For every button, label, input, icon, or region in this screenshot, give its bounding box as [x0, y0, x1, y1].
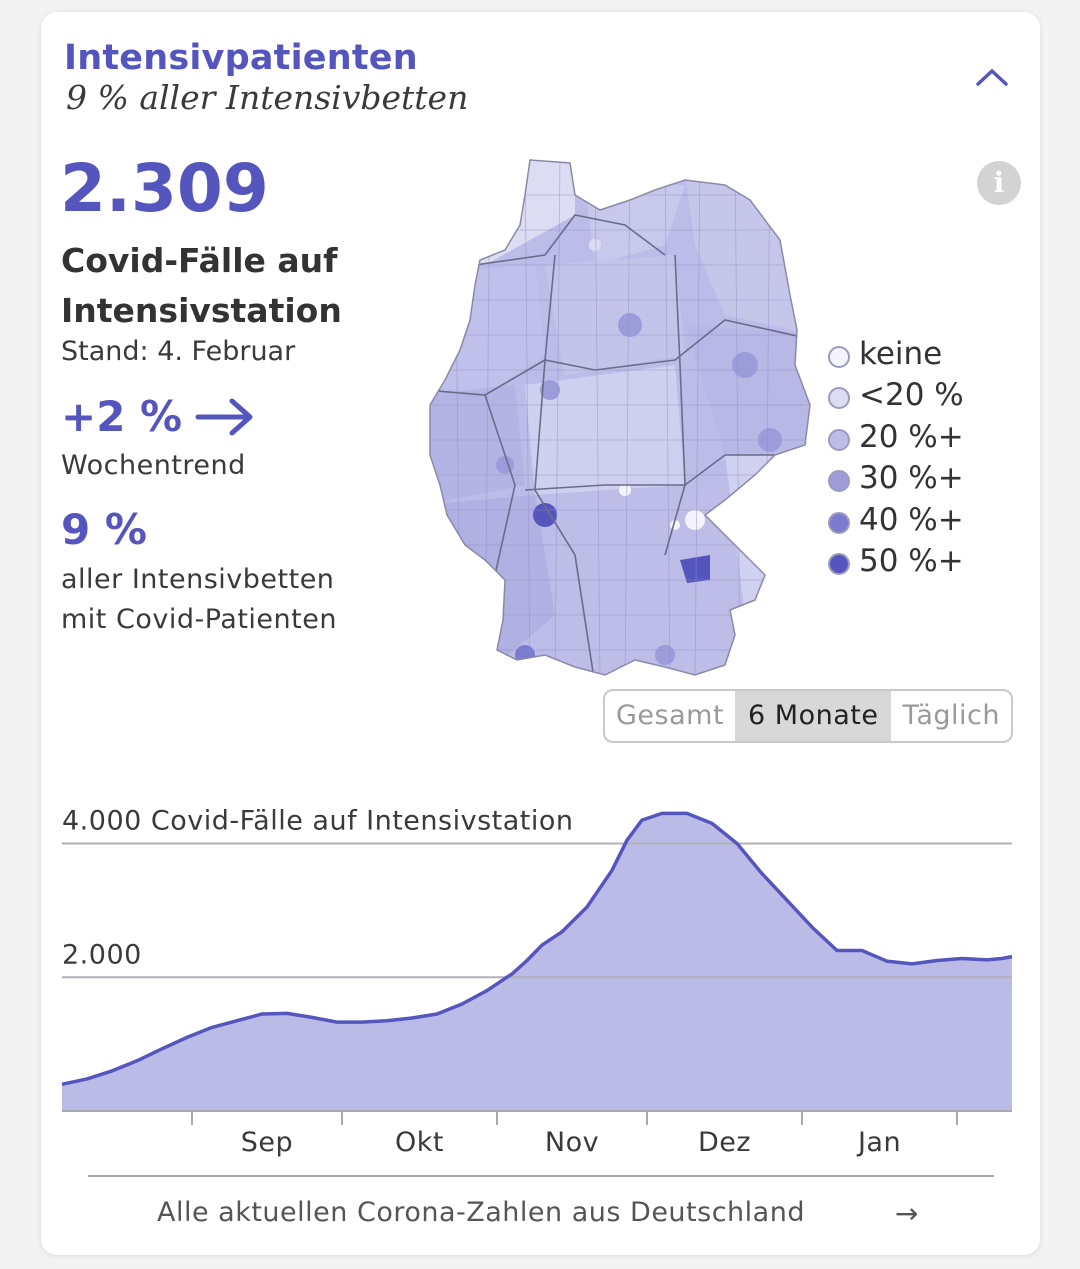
legend-item: 40 %+ — [828, 499, 964, 541]
legend-label: 50 %+ — [859, 543, 964, 580]
legend-label: <20 % — [859, 377, 964, 414]
legend-swatch — [828, 345, 850, 368]
legend-swatch — [828, 553, 850, 576]
card-subtitle: 9 % aller Intensivbetten — [66, 78, 469, 117]
collapse-chevron-icon[interactable] — [972, 62, 1012, 92]
trend-label: Wochentrend — [61, 450, 246, 481]
bed-share-value: 9 % — [61, 505, 147, 554]
legend-label: 20 %+ — [859, 418, 964, 455]
bed-share-label-line2: mit Covid-Patienten — [61, 604, 337, 635]
legend-swatch — [828, 511, 850, 534]
range-tabs: Gesamt 6 Monate Täglich — [603, 689, 1013, 743]
info-icon[interactable]: i — [977, 161, 1021, 205]
arrow-right-icon[interactable]: → — [895, 1197, 919, 1230]
footer-divider — [88, 1175, 994, 1177]
legend-item: 30 %+ — [828, 458, 964, 500]
icu-count: 2.309 — [60, 150, 269, 227]
germany-district-map[interactable] — [425, 155, 815, 685]
tab-6-monate[interactable]: 6 Monate — [737, 691, 892, 741]
bed-share-label-line1: aller Intensivbetten — [61, 564, 335, 595]
legend-label: keine — [859, 335, 943, 372]
card-title: Intensivpatienten — [64, 38, 418, 78]
date-label: Stand: 4. Februar — [61, 336, 296, 367]
trend-value: +2 % — [61, 392, 183, 441]
legend-swatch — [828, 428, 850, 451]
tab-täglich[interactable]: Täglich — [902, 700, 1000, 731]
map-legend: keine <20 % 20 %+ 30 %+ 40 %+ 50 %+ — [828, 333, 964, 582]
legend-swatch — [828, 470, 850, 493]
weekly-trend: +2 % — [61, 392, 256, 441]
tab-gesamt[interactable]: Gesamt — [605, 691, 738, 741]
legend-item: 50 %+ — [828, 541, 964, 583]
bed-share-label: aller Intensivbetten mit Covid-Patienten — [61, 560, 337, 640]
legend-label: 40 %+ — [859, 501, 964, 538]
legend-item: 20 %+ — [828, 416, 964, 458]
legend-label: 30 %+ — [859, 460, 964, 497]
legend-item: keine — [828, 333, 964, 375]
arrow-right-icon — [195, 398, 253, 435]
legend-item: <20 % — [828, 375, 964, 417]
icu-count-label: Covid-Fälle auf Intensivstation — [61, 241, 342, 330]
all-numbers-link[interactable]: Alle aktuellen Corona-Zahlen aus Deutsch… — [157, 1197, 805, 1228]
legend-swatch — [828, 387, 850, 410]
